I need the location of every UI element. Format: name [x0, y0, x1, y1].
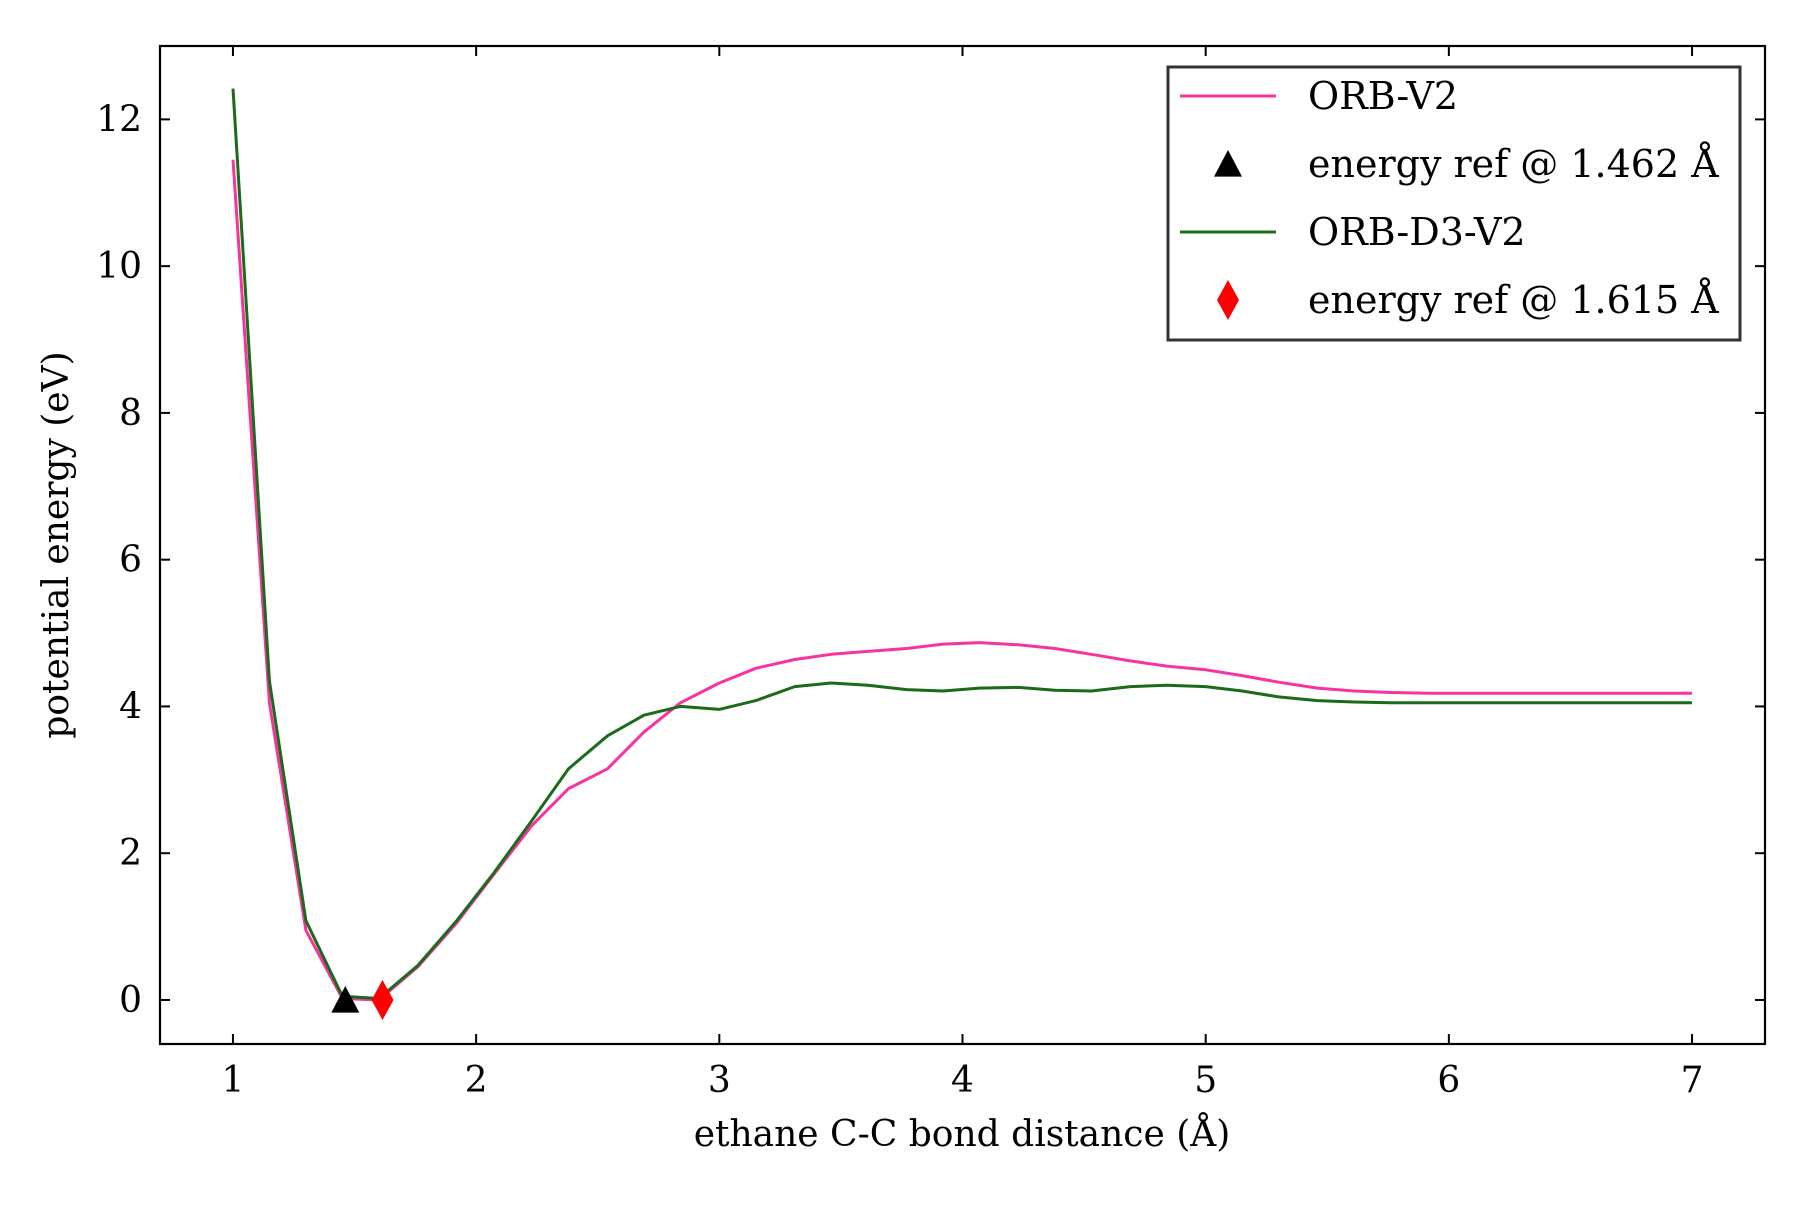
y-tick-label: 8 [119, 393, 142, 434]
series-marker-3 [371, 979, 394, 1020]
legend-swatch-3 [1217, 280, 1239, 320]
x-tick-label: 2 [465, 1060, 488, 1101]
x-tick-label: 6 [1437, 1060, 1460, 1101]
y-tick-label: 6 [119, 540, 142, 581]
legend-swatch-1 [1214, 150, 1242, 177]
legend-label-0: ORB-V2 [1308, 74, 1458, 118]
y-tick-label: 0 [119, 980, 142, 1021]
x-tick-label: 3 [708, 1060, 731, 1101]
x-tick-label: 5 [1194, 1060, 1217, 1101]
y-tick-label: 4 [119, 686, 142, 727]
legend: ORB-V2 energy ref @ 1.462 Å ORB-D3-V2 energ… [1166, 65, 1742, 342]
series-line-2 [231, 88, 1692, 1000]
legend-label-3: energy ref @ 1.615 Å [1308, 278, 1719, 322]
x-tick-label: 1 [222, 1060, 245, 1101]
legend-box [1166, 65, 1742, 342]
y-tick-label: 12 [96, 99, 142, 140]
x-tick-label: 7 [1681, 1060, 1704, 1101]
legend-label-1: energy ref @ 1.462 Å [1308, 142, 1719, 186]
y-axis-label: potential energy (eV) [36, 351, 77, 738]
x-tick-label: 4 [951, 1060, 974, 1101]
series-marker-1 [331, 985, 360, 1013]
series-layer [231, 88, 1692, 1020]
y-tick-label: 2 [119, 833, 142, 874]
x-axis-label: ethane C-C bond distance (Å) [694, 1113, 1231, 1155]
legend-label-2: ORB-D3-V2 [1308, 210, 1526, 254]
y-tick-label: 10 [96, 246, 142, 287]
